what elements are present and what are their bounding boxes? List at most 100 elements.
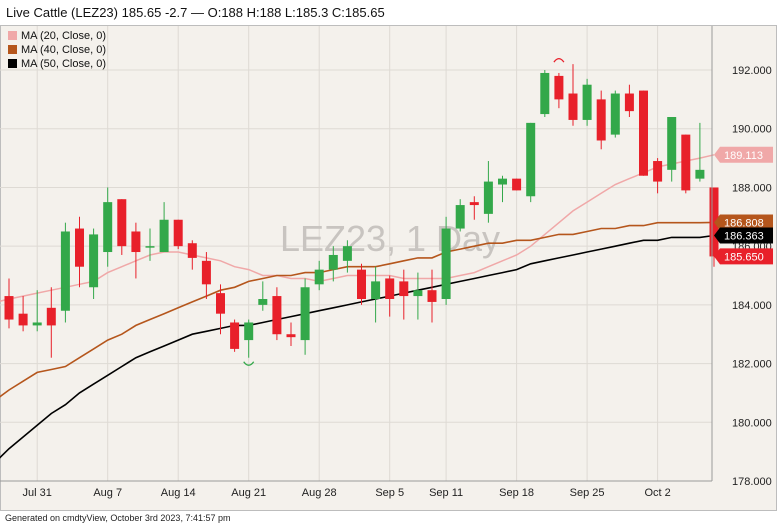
candle-body xyxy=(483,181,493,214)
chart-title: Live Cattle (LEZ23) 185.65 -2.7 — O:188 … xyxy=(6,5,385,20)
legend-label-ma50: MA (50, Close, 0) xyxy=(21,58,106,70)
price-tag-ma20: 189.113 xyxy=(714,146,773,163)
candle xyxy=(187,240,197,270)
legend-ma20[interactable]: MA (20, Close, 0) xyxy=(8,30,106,42)
candle xyxy=(314,260,324,291)
candle-body xyxy=(32,322,42,326)
swing-marker xyxy=(553,58,565,63)
candle xyxy=(89,228,99,299)
candle xyxy=(272,287,282,341)
candle xyxy=(441,216,451,305)
candle-body xyxy=(427,290,437,302)
legend-swatch-ma40 xyxy=(8,45,17,54)
candle-body xyxy=(639,90,648,176)
chart-header: Live Cattle (LEZ23) 185.65 -2.7 — O:188 … xyxy=(0,0,777,26)
candle-body xyxy=(371,281,381,299)
candles xyxy=(4,64,719,358)
candle-body xyxy=(399,281,409,297)
candle xyxy=(258,281,268,311)
y-tick-label: 188.000 xyxy=(732,182,772,194)
candle xyxy=(201,252,211,299)
candle-body xyxy=(681,134,691,191)
candle-body xyxy=(258,299,268,305)
candle xyxy=(639,90,648,176)
x-tick-label: Sep 25 xyxy=(570,487,605,499)
candle xyxy=(512,178,522,191)
candle-body xyxy=(117,199,127,247)
axes: 178.000180.000182.000184.000186.000188.0… xyxy=(0,26,772,499)
candle-body xyxy=(286,334,296,338)
candle xyxy=(582,78,592,126)
candle xyxy=(216,284,225,335)
candle xyxy=(328,246,338,282)
candle-body xyxy=(526,122,536,197)
y-tick-label: 178.000 xyxy=(732,476,772,488)
candle xyxy=(526,122,536,203)
ma-line-ma50 xyxy=(0,234,715,459)
candle-body xyxy=(272,296,282,335)
candle-body xyxy=(159,219,169,253)
price-tag-last-text: 185.650 xyxy=(724,251,764,263)
price-tag-ma50-shape xyxy=(714,227,773,244)
candle-body xyxy=(89,234,99,288)
candle xyxy=(131,222,141,279)
x-tick-label: Sep 5 xyxy=(375,487,404,499)
x-tick-label: Sep 18 xyxy=(499,487,534,499)
candle-body xyxy=(60,231,70,311)
candle-body xyxy=(709,187,719,257)
candle xyxy=(103,187,113,267)
price-chart[interactable]: LEZ23, 1 Day 178.000 180.000 182.000 184.00… xyxy=(0,26,777,510)
candle-body xyxy=(610,93,620,135)
candle-body xyxy=(357,269,366,299)
candle xyxy=(399,269,409,320)
candle-body xyxy=(342,246,352,261)
y-tick-label: 192.000 xyxy=(732,65,772,77)
candle xyxy=(554,72,564,109)
legend-ma50[interactable]: MA (50, Close, 0) xyxy=(8,58,106,70)
candle xyxy=(46,287,56,358)
moving-averages xyxy=(0,154,715,459)
candle-body xyxy=(413,290,423,297)
price-tag-ma50-text: 186.363 xyxy=(724,231,764,243)
candle xyxy=(117,199,127,255)
candle xyxy=(653,158,663,194)
price-tag-ma40-shape xyxy=(714,214,773,231)
candle-body xyxy=(582,84,592,120)
candle xyxy=(610,90,620,138)
legend-ma40[interactable]: MA (40, Close, 0) xyxy=(8,44,106,56)
candle xyxy=(230,319,240,352)
candle-body xyxy=(4,296,14,320)
candle-body xyxy=(230,322,240,349)
candle xyxy=(371,266,381,323)
candle-body xyxy=(469,202,479,206)
markers xyxy=(243,58,565,366)
candle xyxy=(159,202,169,253)
candle-body xyxy=(201,260,211,285)
x-tick-label: Oct 2 xyxy=(644,487,670,499)
footer-text: Generated on cmdtyView, October 3rd 2023… xyxy=(5,513,231,523)
candle-body xyxy=(554,75,564,100)
candle xyxy=(385,275,395,317)
candle xyxy=(244,319,254,358)
candle-body xyxy=(328,254,338,270)
candle xyxy=(681,134,691,194)
price-tag-ma40-text: 186.808 xyxy=(724,217,764,229)
legend-swatch-ma20 xyxy=(8,31,17,40)
candle xyxy=(4,278,14,329)
candle-body xyxy=(385,278,395,299)
candle-body xyxy=(596,99,606,141)
chart-watermark: LEZ23, 1 Day xyxy=(280,218,500,259)
candle-body xyxy=(568,93,578,120)
candle xyxy=(483,161,493,223)
x-tick-label: Aug 28 xyxy=(302,487,337,499)
y-tick-label: 182.000 xyxy=(732,359,772,371)
x-tick-label: Aug 7 xyxy=(93,487,122,499)
candle xyxy=(498,175,507,203)
x-tick-label: Jul 31 xyxy=(23,487,52,499)
candle-body xyxy=(624,93,634,112)
candle xyxy=(695,122,705,182)
price-labels: 189.113 186.808 186.363 185.650 xyxy=(714,146,773,265)
candle-body xyxy=(75,228,84,267)
price-tag-ma50: 186.363 xyxy=(714,227,773,244)
legend-label-ma20: MA (20, Close, 0) xyxy=(21,30,106,42)
